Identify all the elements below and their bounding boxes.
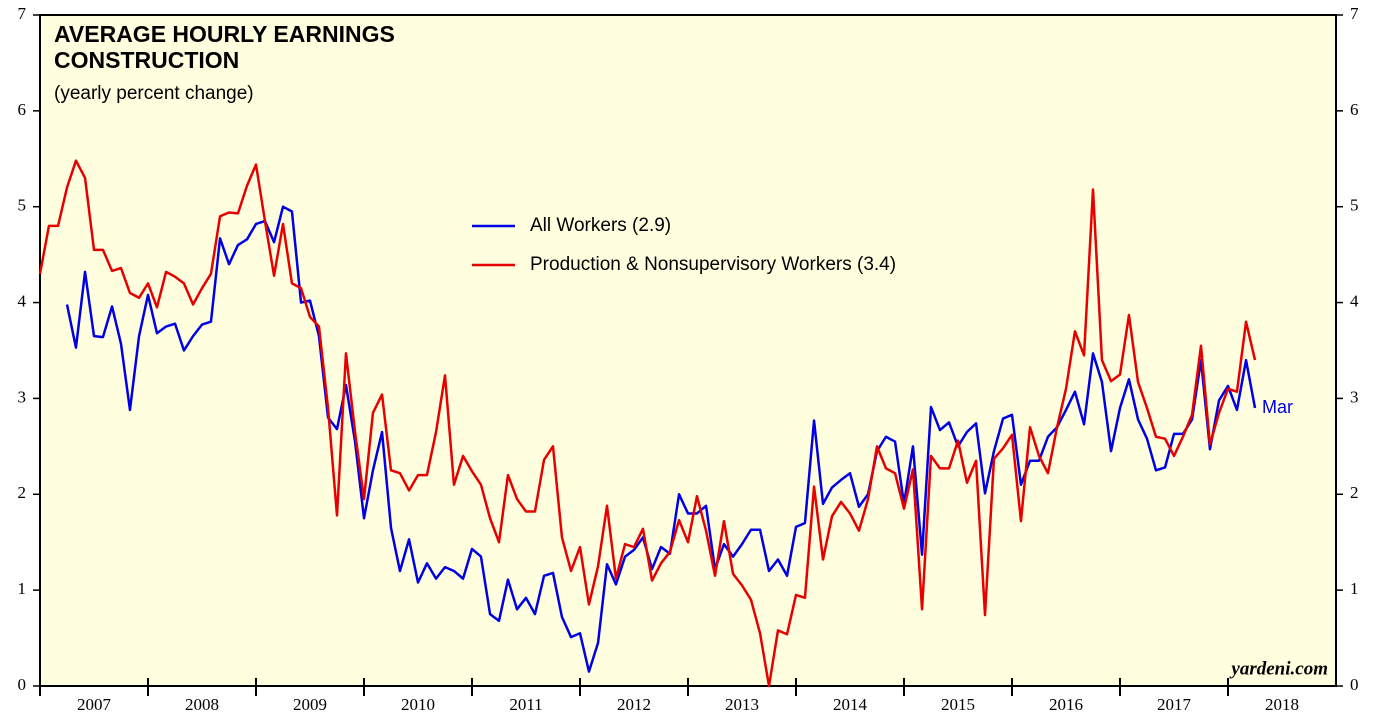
credit: yardeni.com [1229,658,1328,679]
y2-tick-label: 6 [1350,100,1359,119]
series-line [38,159,1257,688]
y2-tick-label: 5 [1350,196,1359,215]
legend-entry: All Workers (2.9) [530,215,671,236]
y2-tick-label: 7 [1350,4,1359,23]
y2-tick-label: 4 [1350,291,1359,310]
y2-tick-label: 1 [1350,579,1359,598]
x-tick-label: 2011 [509,695,542,714]
y-tick-label: 0 [18,675,27,694]
y-tick-label: 6 [18,100,27,119]
x-tick-label: 2017 [1157,695,1192,714]
plot-area [39,14,1337,687]
x-tick-label: 2008 [185,695,219,714]
chart-title: CONSTRUCTION [54,47,239,73]
y-tick-label: 7 [18,4,27,23]
y-tick-label: 4 [18,291,27,310]
y2-tick-label: 0 [1350,675,1359,694]
x-tick-label: 2010 [401,695,435,714]
annotation: Mar [1262,397,1293,417]
x-tick-label: 2014 [833,695,868,714]
y2-tick-label: 3 [1350,387,1359,406]
y-tick-label: 3 [18,387,27,406]
legend-entry: Production & Nonsupervisory Workers (3.4… [530,254,896,275]
y-tick-label: 2 [18,483,27,502]
x-tick-label: 2007 [77,695,112,714]
x-tick-label: 2009 [293,695,327,714]
y-tick-label: 5 [18,196,27,215]
x-tick-label: 2012 [617,695,651,714]
x-tick-label: 2018 [1265,695,1299,714]
chart-subtitle: (yearly percent change) [54,83,254,104]
x-tick-label: 2013 [725,695,759,714]
x-tick-label: 2015 [941,695,975,714]
y2-tick-label: 2 [1350,483,1359,502]
x-tick-label: 2016 [1049,695,1083,714]
y-tick-label: 1 [18,579,27,598]
chart-title: AVERAGE HOURLY EARNINGS [54,21,395,47]
